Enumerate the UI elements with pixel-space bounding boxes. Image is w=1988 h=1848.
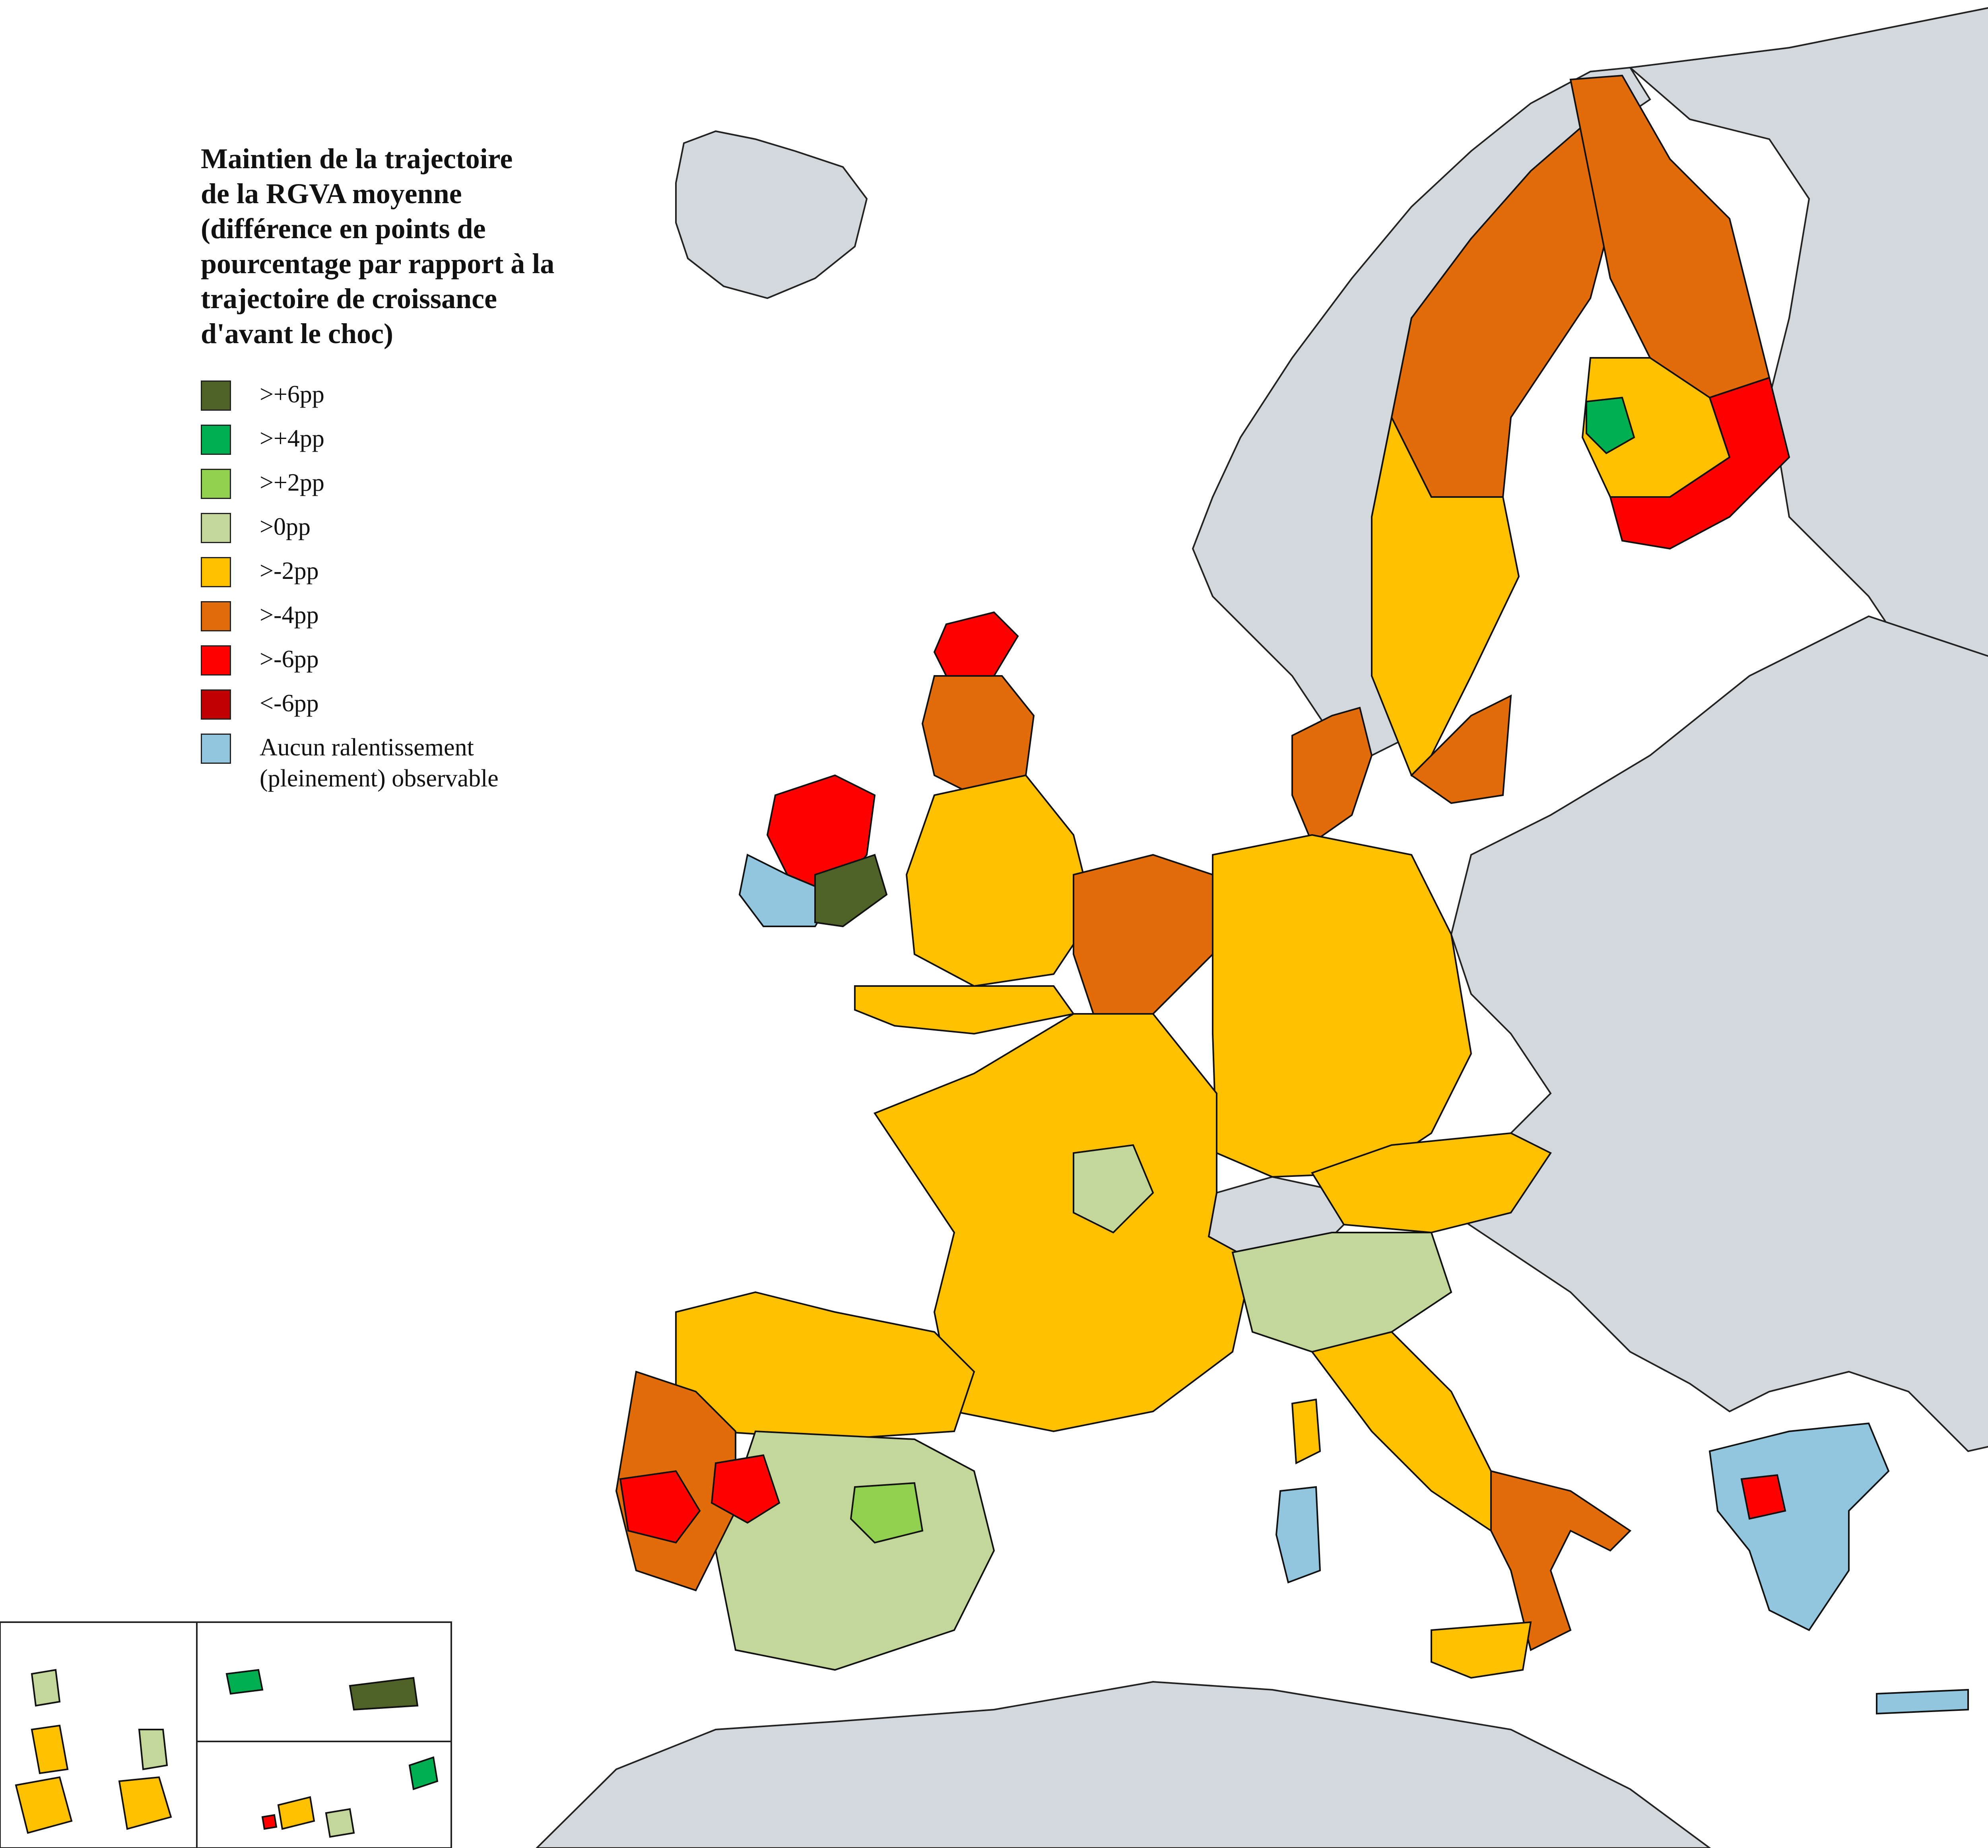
region-germany [1212, 834, 1472, 1178]
inset-guadeloupe [31, 1669, 61, 1707]
legend-swatch [201, 469, 231, 499]
inset-canary-tenerife [277, 1796, 315, 1830]
legend-items: >+6pp >+4pp >+2pp >0pp >-2pp >-4pp >-6pp [201, 379, 678, 792]
non-eu-land [536, 7, 1988, 1848]
region-portugal-lisbon [619, 1470, 701, 1544]
region-italy-north [1231, 1232, 1452, 1353]
region-sweden-central [1371, 415, 1520, 777]
legend-item: <-6pp [201, 688, 678, 732]
legend-swatch [201, 425, 231, 455]
region-benelux [1073, 854, 1213, 1015]
region-greece-attica [1740, 1474, 1786, 1520]
inset-islands [15, 1669, 439, 1838]
inset-panels [0, 1621, 452, 1848]
inset-martinique [31, 1724, 69, 1774]
inset-canaries [196, 1741, 452, 1848]
region-crete [1876, 1689, 1969, 1715]
region-denmark [1291, 707, 1373, 844]
region-iberia-center [714, 1430, 995, 1671]
legend-swatch [201, 380, 231, 411]
legend-swatch [201, 689, 231, 720]
inset-guyane [15, 1776, 73, 1834]
inset-azores [349, 1677, 419, 1711]
region-corsica [1291, 1398, 1321, 1465]
legend-item: >+6pp [201, 379, 678, 423]
region-ireland-southeast [814, 854, 888, 928]
north-africa [536, 1681, 1711, 1848]
legend-label: >+6pp [260, 381, 324, 408]
inset-canary-gran [325, 1808, 355, 1838]
legend-item: >-2pp [201, 555, 678, 600]
legend-swatch [201, 513, 231, 543]
legend-label: <-6pp [260, 690, 319, 717]
legend-label: >+2pp [260, 469, 324, 496]
region-sardinia [1275, 1486, 1321, 1584]
legend-label: >-2pp [260, 557, 319, 584]
region-finland-green [1586, 396, 1635, 454]
legend-item: >+4pp [201, 423, 678, 467]
inset-mayotte [138, 1729, 168, 1770]
legend-swatch [201, 557, 231, 587]
legend-label: >0pp [260, 513, 311, 540]
legend-label: >-4pp [260, 602, 319, 629]
region-uk-midlands [905, 774, 1095, 987]
region-italy-south [1490, 1470, 1632, 1651]
legend-swatch [201, 601, 231, 631]
region-ireland-south [738, 854, 836, 927]
legend-label: >+4pp [260, 425, 324, 452]
legend-item: >+2pp [201, 467, 678, 511]
legend-swatch [201, 734, 231, 764]
legend-label: Aucun ralentissement (pleinement) observ… [260, 734, 499, 792]
region-spain-madrid [850, 1482, 924, 1544]
inset-canary-east [408, 1756, 439, 1790]
region-sweden-south [1410, 694, 1512, 804]
legend-item: >-6pp [201, 644, 678, 688]
region-uk-southwest [854, 985, 1075, 1035]
legend-title: Maintien de la trajectoire de la RGVA mo… [201, 143, 555, 349]
inset-madeira [225, 1669, 264, 1695]
region-greece [1708, 1422, 1890, 1631]
region-france [873, 1013, 1254, 1433]
inset-canary-palma [261, 1814, 278, 1830]
region-scotland-north [933, 611, 1019, 677]
region-finland-east [1609, 377, 1790, 550]
legend-item: >0pp [201, 511, 678, 555]
region-sicily [1431, 1621, 1532, 1679]
legend-item: Aucun ralentissement (pleinement) observ… [201, 732, 678, 792]
legend: Maintien de la trajectoire de la RGVA mo… [201, 141, 678, 792]
iceland [675, 130, 868, 299]
legend-swatch [201, 645, 231, 676]
region-austria [1310, 1132, 1552, 1234]
russia-north [1628, 7, 1988, 717]
region-spain-extremadura [711, 1454, 780, 1524]
legend-label: >-6pp [260, 646, 319, 673]
inset-reunion [118, 1776, 172, 1830]
region-france-center [1073, 1144, 1154, 1234]
legend-item: >-4pp [201, 600, 678, 644]
eu-regions [615, 74, 1969, 1715]
eastern-europe [1450, 615, 1988, 1452]
